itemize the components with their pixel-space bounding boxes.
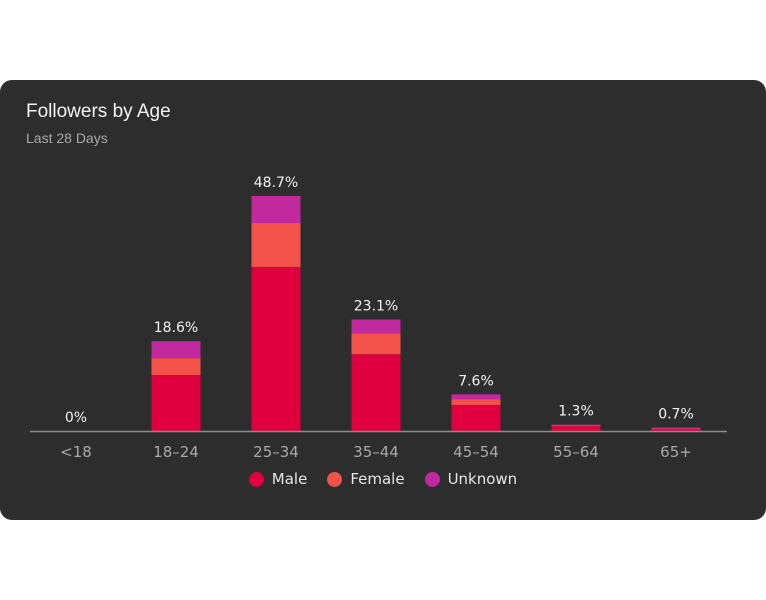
chart-title: Followers by Age: [26, 101, 171, 122]
bar-segment-male[interactable]: [551, 426, 601, 431]
bar-segment-female[interactable]: [251, 223, 301, 267]
bar-segment-female[interactable]: [451, 399, 501, 405]
legend-item-male[interactable]: Male: [248, 470, 308, 488]
x-tick-label: 45–54: [453, 443, 499, 461]
male-swatch: [248, 471, 264, 487]
bar-segment-male[interactable]: [251, 266, 301, 431]
female-swatch: [327, 471, 343, 487]
bar-segment-female[interactable]: [551, 425, 601, 427]
total-label: 7.6%: [458, 373, 494, 389]
total-label: 48.7%: [254, 175, 298, 191]
bar-segment-male[interactable]: [451, 404, 501, 431]
total-label: 0.7%: [658, 407, 694, 423]
legend-item-unknown[interactable]: Unknown: [424, 470, 518, 488]
x-tick-label: 18–24: [153, 443, 199, 461]
bar-segment-unknown[interactable]: [351, 319, 401, 334]
bar-segment-male[interactable]: [351, 354, 401, 431]
legend-label: Male: [271, 470, 308, 488]
total-label: 18.6%: [154, 320, 198, 336]
total-label: 23.1%: [354, 299, 398, 315]
bar-segment-female[interactable]: [351, 333, 401, 355]
total-label: 0%: [65, 410, 87, 426]
x-tick-label: 65+: [660, 443, 692, 461]
legend-label: Unknown: [447, 470, 518, 488]
chart-card: Followers by Age Last 28 Days 0% <18 18.6%…: [0, 80, 766, 520]
bar-segment-male[interactable]: [651, 429, 701, 431]
bar-segment-unknown[interactable]: [151, 341, 201, 359]
chart-plot: 0% <18 18.6% 18–24 48.7% 25–34 23.1% 35–44 7.6% 4…: [30, 175, 727, 461]
legend-label: Female: [350, 470, 405, 488]
bar-segment-unknown[interactable]: [451, 394, 501, 400]
legend-item-female[interactable]: Female: [327, 470, 405, 488]
chart-subtitle: Last 28 Days: [26, 130, 108, 146]
x-tick-label: 55–64: [553, 443, 599, 461]
x-tick-label: 35–44: [353, 443, 399, 461]
unknown-swatch: [424, 471, 440, 487]
total-label: 1.3%: [558, 404, 594, 420]
x-tick-label: <18: [60, 443, 92, 461]
bar-segment-unknown[interactable]: [251, 196, 301, 224]
bar-segment-unknown[interactable]: [651, 427, 701, 429]
bar-segment-male[interactable]: [151, 375, 201, 431]
x-tick-label: 25–34: [253, 443, 299, 461]
legend: Male Female Unknown: [0, 470, 766, 488]
bar-segment-female[interactable]: [151, 358, 201, 376]
